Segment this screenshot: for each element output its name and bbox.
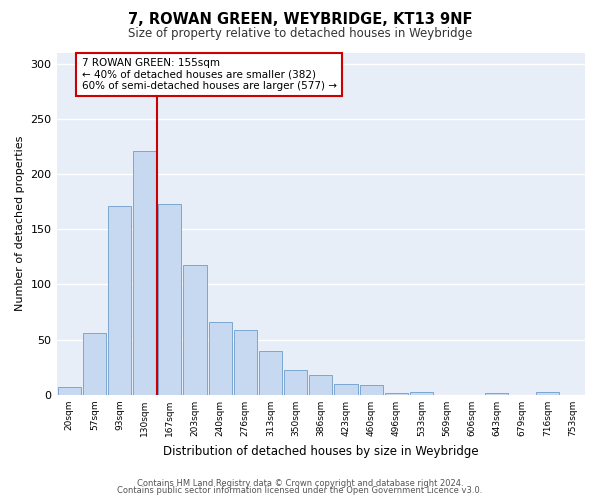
Bar [485,392,508,395]
Y-axis label: Number of detached properties: Number of detached properties [15,136,25,312]
Bar [184,264,206,395]
Bar [108,206,131,395]
Text: 7 ROWAN GREEN: 155sqm
← 40% of detached houses are smaller (382)
60% of semi-det: 7 ROWAN GREEN: 155sqm ← 40% of detached … [82,58,337,91]
Bar [133,151,156,395]
X-axis label: Distribution of detached houses by size in Weybridge: Distribution of detached houses by size … [163,444,479,458]
Bar [309,375,332,395]
Bar [284,370,307,395]
Bar [410,392,433,395]
Bar [536,392,559,395]
Bar [334,384,358,395]
Bar [234,330,257,395]
Bar [385,392,408,395]
Bar [158,204,181,395]
Text: Contains public sector information licensed under the Open Government Licence v3: Contains public sector information licen… [118,486,482,495]
Bar [83,333,106,395]
Bar [359,385,383,395]
Text: Size of property relative to detached houses in Weybridge: Size of property relative to detached ho… [128,28,472,40]
Bar [209,322,232,395]
Text: 7, ROWAN GREEN, WEYBRIDGE, KT13 9NF: 7, ROWAN GREEN, WEYBRIDGE, KT13 9NF [128,12,472,28]
Bar [259,350,282,395]
Text: Contains HM Land Registry data © Crown copyright and database right 2024.: Contains HM Land Registry data © Crown c… [137,478,463,488]
Bar [58,387,80,395]
